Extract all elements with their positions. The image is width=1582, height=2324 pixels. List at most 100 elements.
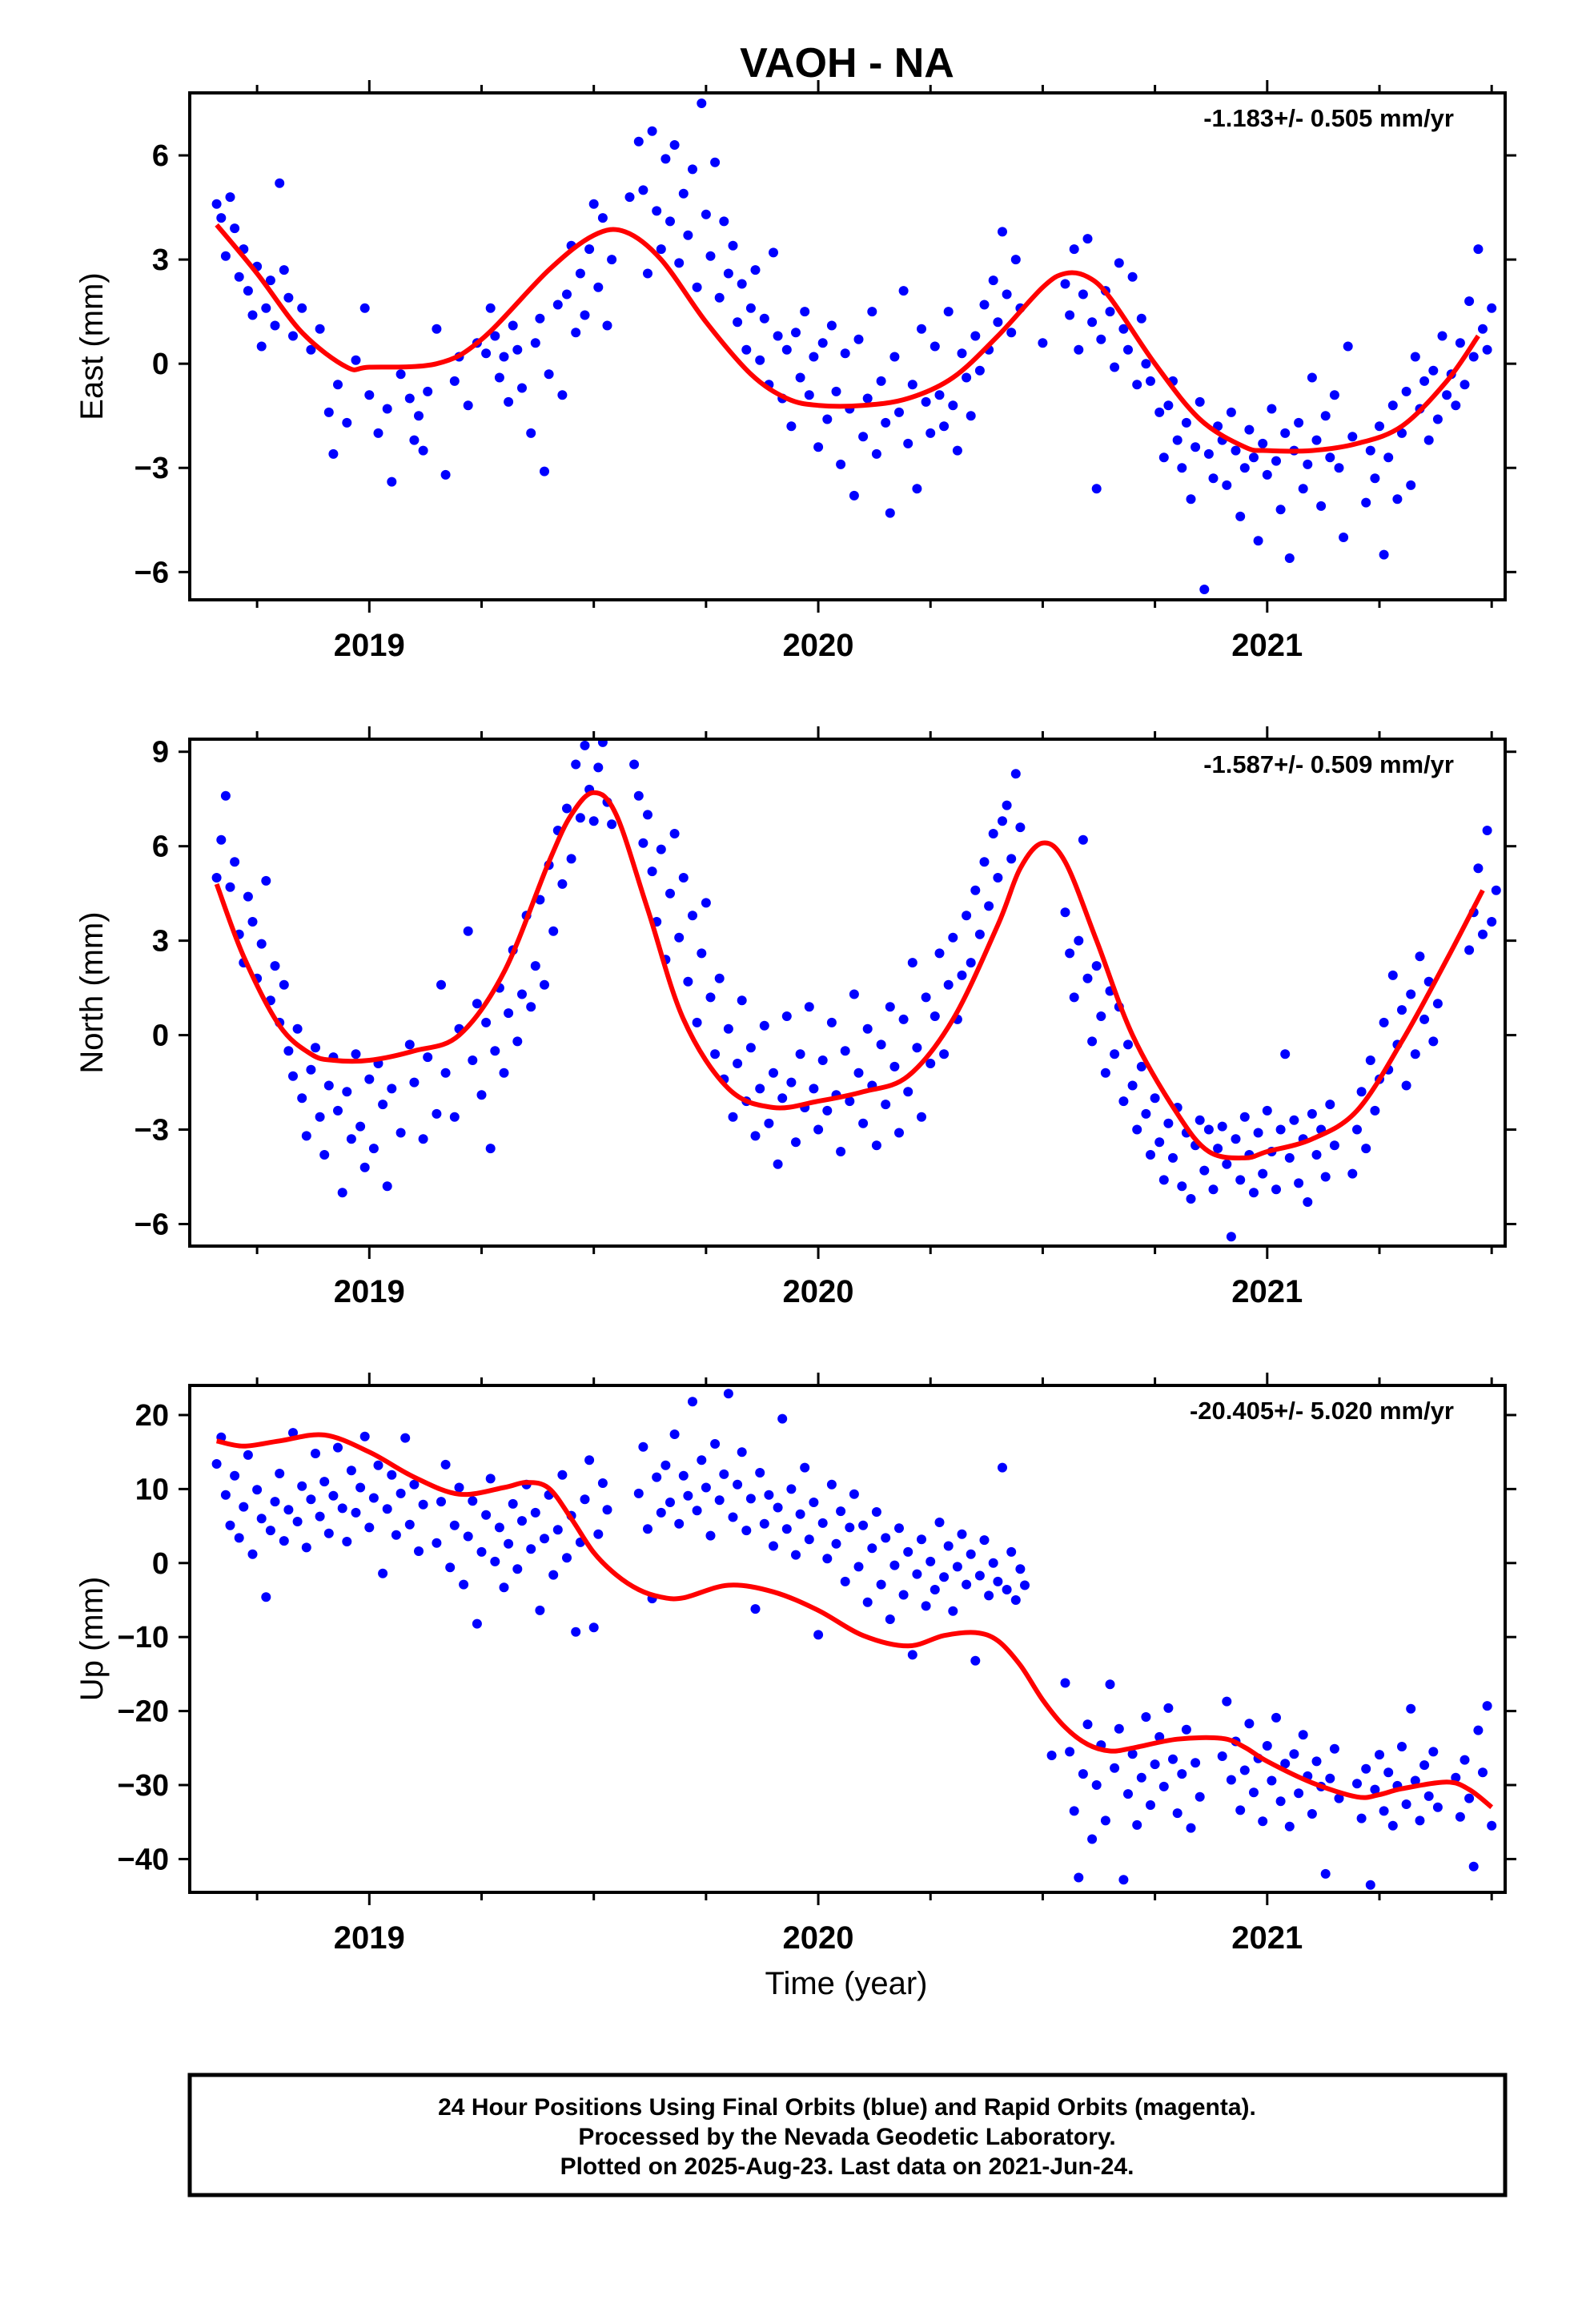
east-data-point xyxy=(1455,338,1465,348)
north-data-point xyxy=(396,1128,406,1138)
north-y-tick-label: 6 xyxy=(152,830,169,864)
east-data-point xyxy=(921,396,931,407)
east-data-point xyxy=(256,341,267,352)
north-data-point xyxy=(705,992,716,1003)
up-data-point xyxy=(1482,1701,1492,1711)
north-data-point xyxy=(485,1144,496,1154)
north-y-axis-label: North (mm) xyxy=(74,911,110,1073)
up-data-point xyxy=(871,1507,881,1517)
north-data-point xyxy=(1311,1150,1322,1160)
up-data-point xyxy=(926,1556,936,1566)
up-data-point xyxy=(853,1562,864,1572)
up-data-point xyxy=(1325,1773,1335,1783)
up-data-point xyxy=(1020,1580,1030,1590)
north-data-point xyxy=(1491,885,1501,895)
east-data-point xyxy=(288,331,298,341)
north-data-point xyxy=(1253,1128,1263,1138)
up-data-point xyxy=(243,1449,253,1460)
north-data-point xyxy=(1123,1039,1133,1050)
north-data-point xyxy=(364,1074,375,1084)
up-data-point xyxy=(809,1498,819,1507)
up-data-point xyxy=(1249,1787,1259,1798)
north-data-point xyxy=(853,1068,864,1078)
east-data-point xyxy=(1303,459,1313,469)
east-data-point xyxy=(669,140,680,150)
east-data-point xyxy=(970,331,981,341)
east-data-point xyxy=(723,268,733,279)
east-data-point xyxy=(633,136,644,147)
north-plot-frame xyxy=(188,738,1507,1248)
footer-line-2: Processed by the Nevada Geodetic Laborat… xyxy=(578,2124,1115,2150)
east-x-tick-label: 2019 xyxy=(334,628,405,663)
north-y-tick-label: −3 xyxy=(135,1114,169,1148)
up-data-point xyxy=(1352,1779,1362,1789)
up-data-point xyxy=(1464,1793,1475,1803)
north-data-point xyxy=(674,932,685,943)
up-data-point xyxy=(1468,1861,1479,1872)
north-data-point xyxy=(769,1068,778,1078)
up-data-point xyxy=(669,1429,680,1439)
up-data-point xyxy=(898,1590,909,1600)
up-data-point xyxy=(1329,1743,1339,1754)
east-data-point xyxy=(826,320,837,331)
up-y-axis-label: Up (mm) xyxy=(74,1577,110,1702)
up-data-point xyxy=(719,1469,729,1479)
up-data-point xyxy=(1082,1719,1093,1730)
up-data-point xyxy=(373,1460,383,1470)
east-data-point xyxy=(817,338,828,348)
east-data-point xyxy=(966,411,976,421)
east-data-point xyxy=(678,188,689,199)
up-y-tick-label: −40 xyxy=(118,1843,169,1876)
east-data-point xyxy=(1383,452,1394,463)
east-data-point xyxy=(1387,400,1398,411)
north-data-point xyxy=(261,875,271,886)
up-plot-frame xyxy=(188,1384,1507,1894)
north-data-point xyxy=(781,1011,792,1021)
north-data-point xyxy=(1154,1137,1165,1148)
north-y-tick-label: 9 xyxy=(152,736,169,770)
east-data-point xyxy=(737,279,747,289)
up-data-point xyxy=(840,1576,850,1586)
east-data-point xyxy=(1432,414,1443,424)
up-data-point xyxy=(494,1522,504,1533)
north-data-point xyxy=(710,1049,721,1059)
north-data-point xyxy=(759,1020,769,1031)
east-data-point xyxy=(1191,442,1201,452)
north-data-point xyxy=(432,1108,442,1119)
up-data-point xyxy=(1455,1811,1465,1822)
up-data-point xyxy=(387,1470,397,1480)
up-data-point xyxy=(1262,1741,1272,1751)
north-data-point xyxy=(809,1084,819,1094)
up-data-point xyxy=(800,1462,810,1473)
north-data-point xyxy=(1146,1150,1155,1160)
north-data-point xyxy=(1158,1175,1169,1185)
north-data-point xyxy=(597,739,608,747)
north-data-point xyxy=(939,1049,950,1059)
up-data-point xyxy=(382,1504,392,1514)
north-data-point xyxy=(647,866,657,877)
east-data-point xyxy=(1091,484,1102,494)
north-data-point xyxy=(512,1036,523,1047)
up-data-point xyxy=(998,1462,1007,1473)
east-data-point xyxy=(1311,435,1322,445)
east-data-point xyxy=(934,390,945,400)
up-data-point xyxy=(741,1526,752,1536)
north-data-point xyxy=(998,816,1007,826)
north-data-point xyxy=(1002,800,1012,810)
up-data-point xyxy=(1267,1775,1277,1786)
up-data-point xyxy=(795,1509,805,1519)
east-data-point xyxy=(714,292,725,303)
north-data-point xyxy=(472,999,482,1009)
east-data-point xyxy=(387,476,397,487)
up-data-point xyxy=(1423,1791,1434,1801)
up-data-point xyxy=(705,1530,716,1541)
east-data-point xyxy=(1186,494,1196,505)
east-data-point xyxy=(211,199,222,209)
up-data-point xyxy=(418,1499,428,1510)
up-data-point xyxy=(481,1510,492,1520)
north-data-point xyxy=(1419,1014,1430,1024)
up-data-point xyxy=(1298,1730,1308,1740)
up-data-point xyxy=(1046,1751,1057,1760)
up-data-point xyxy=(535,1605,545,1615)
